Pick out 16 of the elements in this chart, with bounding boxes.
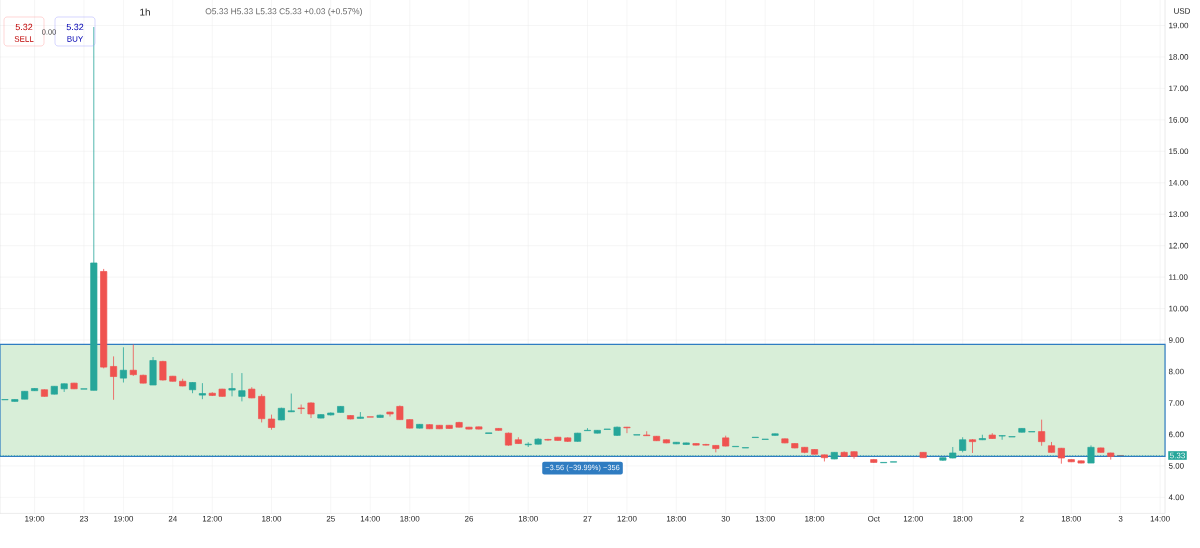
- candlestick: [1038, 419, 1046, 447]
- candlestick: [228, 372, 236, 397]
- candlestick: [998, 434, 1006, 441]
- candlestick: [297, 404, 305, 415]
- candlestick: [110, 356, 118, 401]
- annotation: 5.32: [66, 23, 84, 31]
- candlestick: [258, 393, 266, 423]
- annotation: O5.33 H5.33 L5.33 C5.33 +0.03 (+0.57%): [205, 8, 362, 16]
- candlestick: [119, 346, 127, 383]
- text: 1h: [140, 8, 150, 16]
- candlestick: [129, 344, 137, 377]
- candlestick: [238, 372, 246, 402]
- candlestick: [583, 427, 591, 432]
- candlestick: [969, 438, 977, 454]
- candlestick: [198, 382, 206, 400]
- annotation: 5.32: [15, 23, 33, 31]
